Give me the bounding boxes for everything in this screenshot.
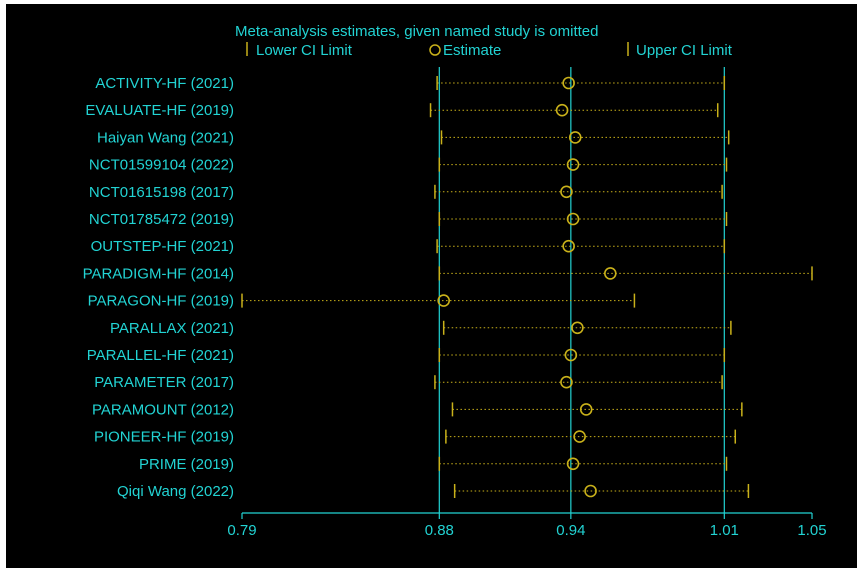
estimate-marker bbox=[573, 430, 586, 443]
legend: Lower CI Limit Estimate Upper CI Limit bbox=[246, 42, 733, 59]
estimate-marker bbox=[604, 267, 617, 280]
study-rows: ACTIVITY-HF (2021) EVALUATE-HF (2019) Haiy… bbox=[83, 75, 813, 500]
estimate-marker bbox=[566, 158, 580, 171]
study-label: PIONEER-HF (2019) bbox=[94, 429, 234, 446]
forest-plot-panel: Meta-analysis estimates, given named stu… bbox=[6, 4, 857, 568]
legend-upper-ci-label: Upper CI Limit bbox=[636, 42, 733, 59]
reference-lines bbox=[438, 67, 725, 513]
study-row: ACTIVITY-HF (2021) bbox=[95, 75, 726, 92]
study-label: EVALUATE-HF (2019) bbox=[85, 102, 234, 119]
study-label: PARALLAX (2021) bbox=[110, 320, 234, 337]
legend-estimate-label: Estimate bbox=[443, 42, 501, 59]
study-row: PARADIGM-HF (2014) bbox=[83, 265, 813, 282]
x-tick-label-0: 0.79 bbox=[227, 522, 256, 539]
x-tick-label-1: 0.88 bbox=[425, 522, 454, 539]
chart-title: Meta-analysis estimates, given named stu… bbox=[235, 23, 599, 40]
study-label: PRIME (2019) bbox=[139, 456, 234, 473]
legend-estimate-marker bbox=[429, 44, 441, 56]
study-row: PARAMETER (2017) bbox=[94, 374, 723, 391]
estimate-marker bbox=[566, 457, 580, 471]
estimate-marker bbox=[555, 103, 569, 117]
study-row: NCT01599104 (2022) bbox=[89, 157, 728, 174]
estimate-marker bbox=[571, 321, 584, 335]
study-row: PARAGON-HF (2019) bbox=[88, 293, 636, 310]
estimate-marker bbox=[562, 76, 575, 90]
study-label: Qiqi Wang (2022) bbox=[117, 483, 234, 500]
study-label: OUTSTEP-HF (2021) bbox=[91, 238, 234, 255]
legend-lower-ci-label: Lower CI Limit bbox=[256, 42, 353, 59]
estimate-marker bbox=[437, 294, 450, 307]
x-tick-label-2: 0.94 bbox=[556, 522, 585, 539]
study-label: PARADIGM-HF (2014) bbox=[83, 265, 234, 282]
x-tick-label-3: 1.01 bbox=[710, 522, 739, 539]
study-row: NCT01785472 (2019) bbox=[89, 211, 728, 228]
study-label: PARAGON-HF (2019) bbox=[88, 293, 234, 310]
study-label: ACTIVITY-HF (2021) bbox=[95, 75, 234, 92]
study-row: Haiyan Wang (2021) bbox=[97, 129, 730, 146]
study-row: NCT01615198 (2017) bbox=[89, 184, 723, 201]
estimate-marker bbox=[564, 348, 578, 362]
study-label: PARALLEL-HF (2021) bbox=[87, 347, 234, 364]
estimate-marker bbox=[566, 212, 580, 226]
study-label: PARAMOUNT (2012) bbox=[92, 401, 234, 418]
forest-plot: Meta-analysis estimates, given named stu… bbox=[83, 23, 827, 539]
estimate-marker bbox=[568, 131, 582, 144]
study-row: Qiqi Wang (2022) bbox=[117, 483, 750, 500]
study-row: PARALLAX (2021) bbox=[110, 320, 732, 337]
study-row: PIONEER-HF (2019) bbox=[94, 429, 737, 446]
study-row: OUTSTEP-HF (2021) bbox=[91, 238, 726, 255]
study-row: PRIME (2019) bbox=[139, 456, 728, 473]
study-label: NCT01615198 (2017) bbox=[89, 184, 234, 201]
estimate-marker bbox=[560, 185, 573, 199]
study-row: PARALLEL-HF (2021) bbox=[87, 347, 726, 364]
study-label: PARAMETER (2017) bbox=[94, 374, 234, 391]
study-row: EVALUATE-HF (2019) bbox=[85, 102, 719, 119]
study-label: NCT01599104 (2022) bbox=[89, 157, 234, 174]
x-axis: 0.79 0.88 0.94 1.01 1.05 bbox=[227, 512, 827, 539]
x-tick-label-4: 1.05 bbox=[797, 522, 826, 539]
study-row: PARAMOUNT (2012) bbox=[92, 401, 743, 418]
estimate-marker bbox=[584, 484, 597, 498]
study-label: NCT01785472 (2019) bbox=[89, 211, 234, 228]
estimate-marker bbox=[560, 375, 573, 389]
estimate-marker bbox=[579, 403, 593, 416]
study-label: Haiyan Wang (2021) bbox=[97, 129, 234, 146]
estimate-marker bbox=[562, 239, 575, 253]
